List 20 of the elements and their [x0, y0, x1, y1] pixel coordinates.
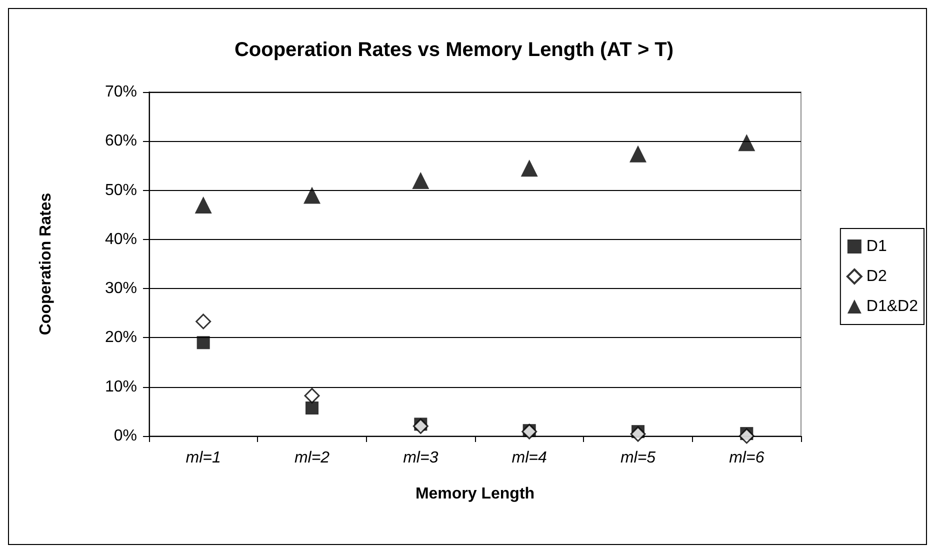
y-tick-label: 40% [104, 230, 137, 248]
y-tick-label: 30% [104, 280, 137, 298]
y-tick-label: 60% [104, 132, 137, 150]
x-tick-label: ml=2 [294, 450, 330, 466]
legend-label: D2 [866, 268, 887, 285]
y-tick-label: 0% [114, 428, 137, 444]
y-tick-label: 20% [104, 329, 137, 346]
x-tick-label: ml=6 [729, 450, 764, 466]
x-tick-label: ml=4 [512, 450, 547, 466]
legend-label: D1&D2 [866, 298, 918, 315]
x-axis-title: Memory Length [415, 486, 535, 502]
x-tick-label: ml=5 [620, 450, 656, 466]
y-tick-label: 50% [104, 182, 137, 199]
x-tick-label: ml=1 [186, 450, 221, 466]
y-axis-title: Cooperation Rates [38, 192, 54, 336]
chart-title: Cooperation Rates vs Memory Length (AT > T) [234, 39, 674, 61]
y-tick-label: 70% [104, 84, 137, 100]
legend-label: D1 [866, 238, 887, 255]
y-tick-label: 10% [104, 378, 137, 396]
x-tick-label: ml=3 [403, 450, 438, 466]
